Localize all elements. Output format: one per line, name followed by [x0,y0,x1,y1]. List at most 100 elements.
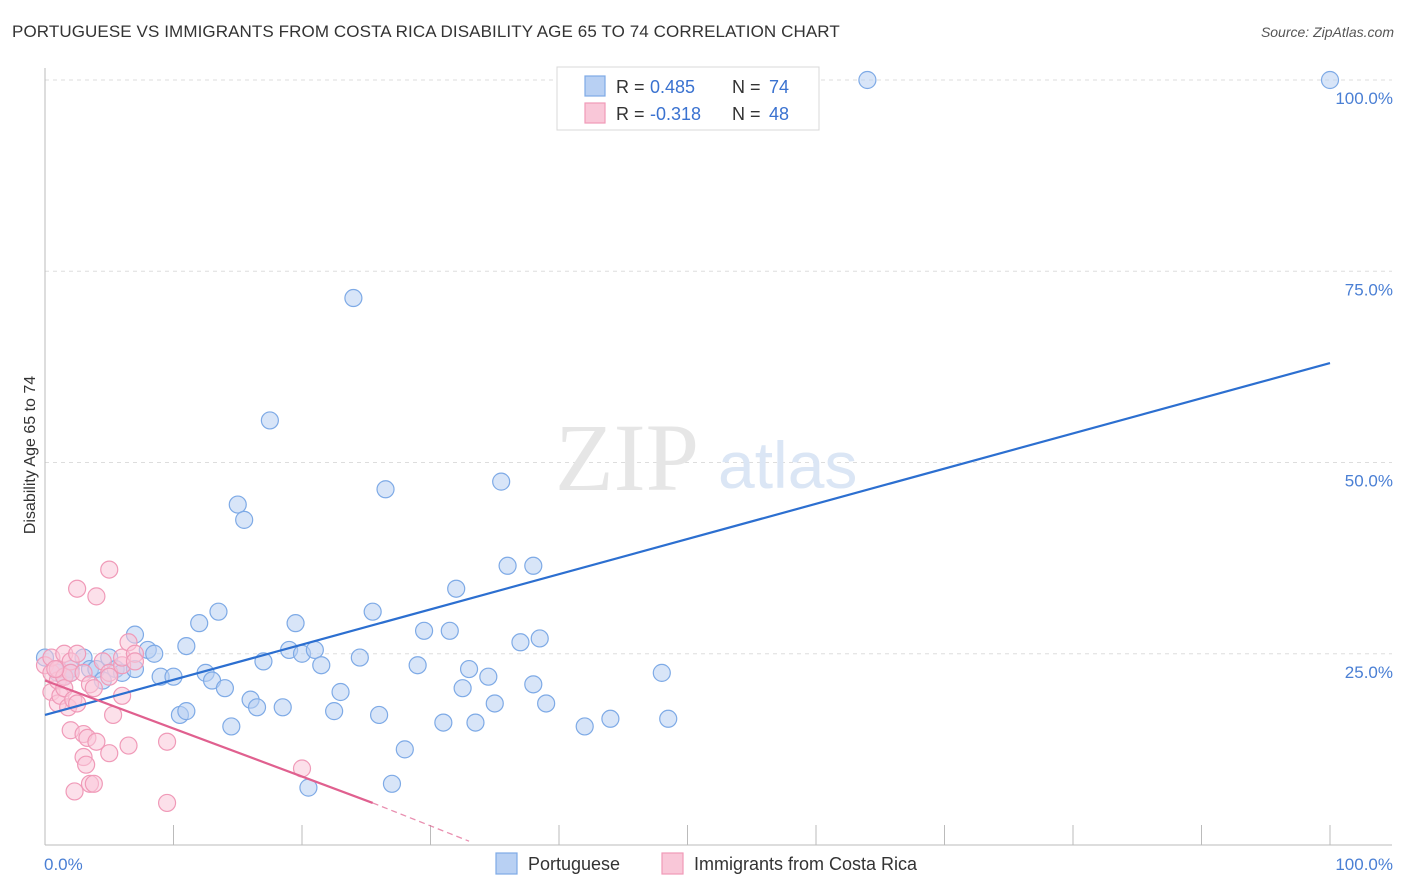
point-costa-rica-47 [46,659,65,679]
point-portuguese-54 [447,579,466,598]
point-portuguese-33 [260,411,279,430]
bottom-legend-swatch-0 [495,852,518,875]
legend-r-value-0: 0.485 [650,77,695,97]
point-portuguese-69 [652,663,671,682]
point-portuguese-52 [434,713,453,732]
watermark-zip: ZIP [555,404,699,511]
gridlines [45,79,1392,655]
legend-r-value-1: -0.318 [650,104,701,124]
watermark-atlas: atlas [718,428,857,502]
point-costa-rica-43 [125,652,145,671]
data-points [35,70,1340,813]
watermark: ZIP atlas [555,404,857,511]
point-portuguese-49 [395,740,414,759]
point-costa-rica-18 [68,644,87,663]
point-portuguese-72 [1320,70,1340,90]
point-portuguese-22 [190,614,209,633]
point-portuguese-27 [222,717,241,736]
point-costa-rica-45 [157,793,177,813]
point-portuguese-65 [530,629,549,648]
point-costa-rica-17 [68,579,87,598]
point-portuguese-45 [363,602,382,621]
point-portuguese-63 [524,556,543,575]
chart-title: PORTUGUESE VS IMMIGRANTS FROM COSTA RICA… [12,22,840,41]
legend-series: Portuguese Immigrants from Costa Rica [495,852,918,875]
point-portuguese-58 [479,667,498,686]
point-portuguese-21 [177,636,196,656]
point-costa-rica-27 [84,679,103,698]
legend-n-label-1: N = [732,104,761,124]
point-portuguese-44 [350,648,369,667]
y-tick-label-3: 100.0% [1335,89,1393,108]
point-portuguese-50 [408,656,427,675]
point-portuguese-46 [370,705,389,725]
point-portuguese-53 [440,621,459,640]
legend-swatch-0 [584,75,606,97]
legend-swatch-1 [584,102,606,124]
point-portuguese-41 [325,702,344,721]
trend-line-extension-costa-rica [372,802,470,842]
legend-n-label-0: N = [732,77,761,97]
y-tick-label-0: 25.0% [1345,663,1393,682]
bottom-legend-label-1: Immigrants from Costa Rica [694,854,918,874]
point-portuguese-42 [331,682,350,702]
point-portuguese-40 [312,656,331,675]
point-portuguese-25 [209,602,228,621]
y-tick-label-1: 50.0% [1345,472,1393,491]
point-costa-rica-23 [77,755,96,774]
point-portuguese-48 [382,774,402,793]
point-portuguese-67 [575,717,594,736]
legend-n-value-0: 74 [769,77,789,97]
y-tick-labels: 25.0% 50.0% 75.0% 100.0% [1335,89,1393,682]
trend-lines [44,361,1331,842]
point-costa-rica-34 [100,744,119,763]
x-tick-labels: 0.0% 100.0% [44,855,1393,874]
point-portuguese-47 [376,480,395,499]
point-portuguese-26 [215,679,234,698]
point-portuguese-34 [273,698,292,717]
point-portuguese-39 [305,640,324,660]
point-costa-rica-29 [87,587,106,606]
point-portuguese-55 [453,679,472,698]
x-tick-label-1: 100.0% [1335,855,1393,874]
point-portuguese-28 [228,495,247,514]
point-portuguese-16 [145,644,164,663]
bottom-legend-swatch-1 [661,852,684,875]
point-portuguese-51 [414,621,434,640]
legend-r-label-1: R = [616,104,645,124]
point-portuguese-18 [164,667,183,686]
point-portuguese-59 [485,694,504,713]
point-portuguese-29 [235,510,254,529]
y-tick-label-2: 75.0% [1345,280,1393,299]
point-portuguese-60 [492,472,511,491]
point-portuguese-62 [511,633,530,652]
source-credit: Source: ZipAtlas.com [1260,24,1394,40]
legend-n-value-1: 48 [769,104,789,124]
trend-line-costa-rica [44,679,374,804]
point-portuguese-57 [466,713,485,732]
point-costa-rica-35 [100,667,119,686]
point-portuguese-68 [601,709,620,728]
legend-stats: R = 0.485 N = 74 R = -0.318 N = 48 [556,66,820,131]
point-costa-rica-41 [119,736,138,755]
point-costa-rica-28 [84,774,103,793]
axes [44,68,1392,846]
point-portuguese-64 [524,675,543,694]
point-portuguese-71 [858,70,877,90]
legend-r-label-0: R = [616,77,645,97]
point-portuguese-61 [498,556,517,575]
point-costa-rica-30 [87,732,106,751]
point-portuguese-56 [459,659,479,679]
point-portuguese-70 [659,709,678,728]
x-tick-label-0: 0.0% [44,855,83,874]
trend-line-portuguese [44,361,1331,717]
y-axis-label: Disability Age 65 to 74 [22,376,39,534]
point-portuguese-43 [344,288,363,308]
point-portuguese-31 [247,698,267,717]
point-portuguese-20 [177,702,196,721]
point-costa-rica-16 [65,782,84,801]
point-costa-rica-44 [157,732,177,751]
point-portuguese-36 [286,614,305,633]
point-costa-rica-33 [100,560,119,579]
